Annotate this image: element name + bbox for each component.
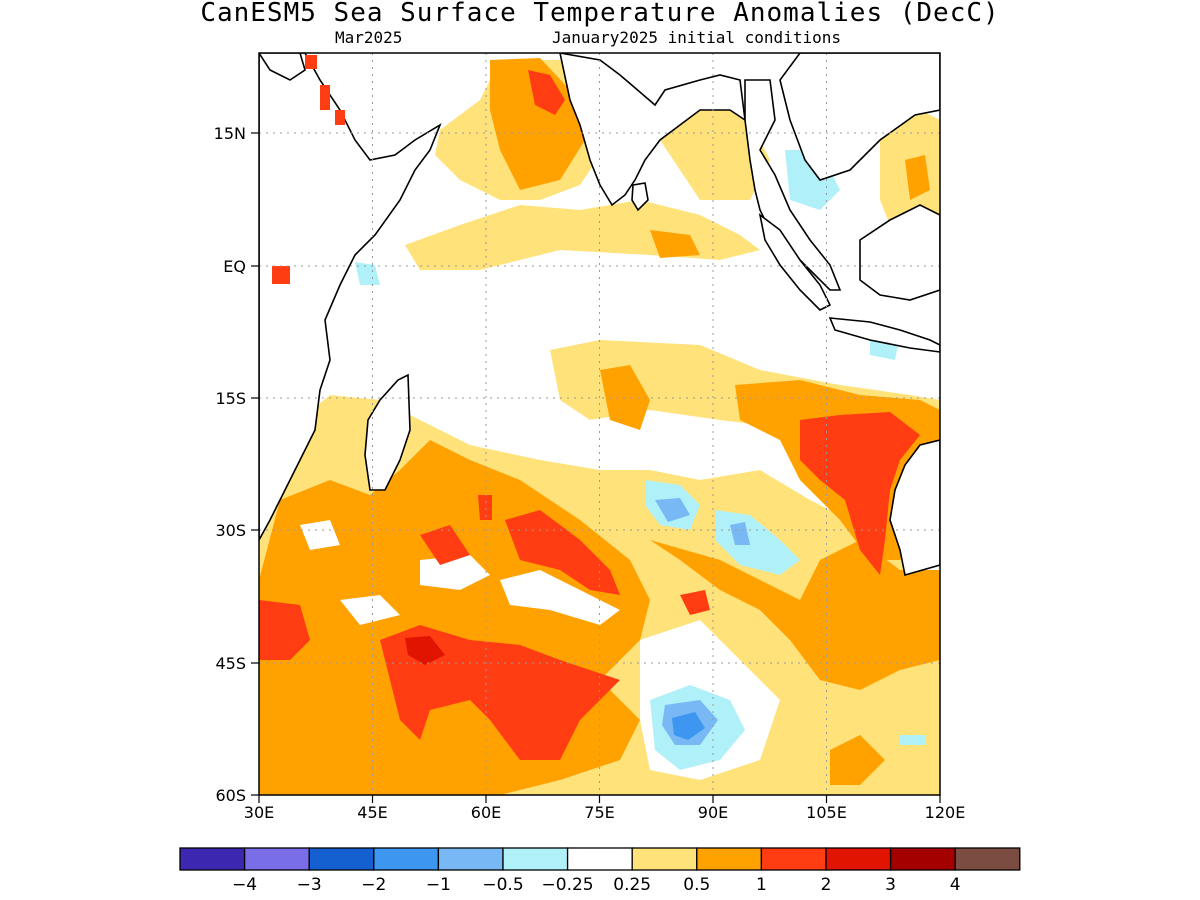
colorbar-label: 0.5	[683, 875, 710, 895]
map-panel	[259, 53, 940, 795]
axis-ticks	[251, 132, 941, 803]
colorbar-swatch	[243, 847, 310, 871]
y-tick-label: 15S	[215, 389, 246, 408]
x-tick-label: 90E	[698, 803, 728, 822]
y-tick-label: 45S	[215, 654, 246, 673]
forecast-month: Mar2025	[335, 28, 403, 47]
arabia-land	[259, 53, 306, 81]
x-tick-label: 75E	[584, 803, 614, 822]
australia-land	[889, 439, 940, 577]
sri-lanka-land	[631, 182, 649, 212]
x-tick-label: 105E	[806, 803, 847, 822]
coastal-anomalies	[272, 55, 345, 284]
southeast-asia-land	[744, 79, 842, 291]
madagascar-land	[364, 373, 411, 491]
y-tick-label: EQ	[223, 257, 246, 276]
initial-conditions: January2025 initial conditions	[552, 28, 841, 47]
y-axis-labels: 15N EQ 15S 30S 45S 60S	[214, 124, 246, 805]
x-tick-label: 120E	[925, 803, 966, 822]
colorbar-swatch	[437, 847, 504, 871]
anomaly-1-2	[259, 70, 920, 760]
colorbar-label: 0.25	[613, 875, 651, 895]
java-land	[828, 317, 940, 353]
colorbar-swatch	[502, 847, 569, 871]
colorbar-label: −0.5	[482, 875, 523, 895]
x-tick-label: 45E	[357, 803, 387, 822]
x-tick-label: 30E	[244, 803, 274, 822]
colorbar-label: −1	[426, 875, 451, 895]
colorbar-swatch	[696, 847, 763, 871]
indochina-land	[779, 53, 940, 181]
colorbar-label: 2	[821, 875, 832, 895]
x-axis-labels: 30E 45E 60E 75E 90E 105E 120E	[244, 803, 966, 822]
colorbar-label: 3	[885, 875, 896, 895]
anomaly-2-3	[405, 636, 445, 665]
y-tick-label: 30S	[215, 521, 246, 540]
colorbar-swatch	[566, 847, 633, 871]
colorbar-label: −4	[232, 875, 257, 895]
colorbar: −4 −3 −2 −1 −0.5 −0.25 0.25 0.5 1 2 3 4	[179, 847, 1021, 895]
africa-land	[259, 53, 442, 541]
colorbar-label: −2	[361, 875, 386, 895]
india-land	[559, 53, 747, 207]
colorbar-swatch	[373, 847, 440, 871]
sumatra-land	[758, 213, 832, 311]
colorbar-swatch	[825, 847, 892, 871]
colorbar-swatch	[631, 847, 698, 871]
colorbar-label: 4	[950, 875, 961, 895]
colorbar-swatch	[760, 847, 827, 871]
map-title: CanESM5 Sea Surface Temperature Anomalie…	[200, 0, 1000, 28]
colorbar-swatch	[889, 847, 956, 871]
colorbar-swatch	[954, 847, 1021, 871]
y-tick-label: 15N	[214, 124, 246, 143]
colorbar-swatch	[308, 847, 375, 871]
y-tick-label: 60S	[215, 786, 246, 805]
land-masses	[259, 53, 940, 577]
colorbar-label: −3	[297, 875, 322, 895]
anomaly-neg-1	[672, 712, 705, 740]
colorbar-label: 1	[756, 875, 767, 895]
borneo-land	[859, 204, 940, 301]
colorbar-label: −0.25	[542, 875, 594, 895]
x-tick-label: 60E	[471, 803, 501, 822]
colorbar-swatch	[179, 847, 246, 871]
map-gridlines	[259, 53, 940, 795]
